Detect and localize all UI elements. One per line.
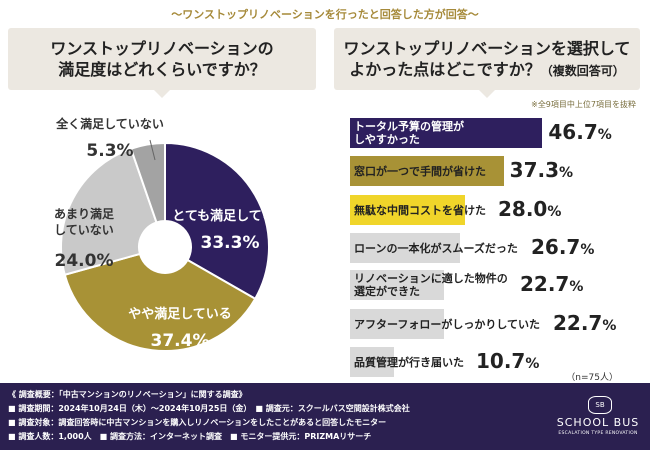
pie-label-not-satisfied-at-all: 全く満足していない: [55, 116, 164, 131]
pie-slice-somewhat-satisfied: [63, 252, 257, 352]
right-title-suffix: （複数回答可）: [540, 64, 625, 78]
bar-value: 10.7%: [476, 349, 539, 373]
bar-fill: [350, 347, 395, 377]
right-title-line1: ワンストップリノベーションを選択して: [343, 39, 631, 58]
left-title-line2: 満足度はどれくらいですか？: [58, 60, 266, 79]
bar-value: 37.3%: [510, 158, 573, 182]
chart-note: ※全9項目中上位7項目を抜粋: [531, 100, 636, 109]
bar-value-percent: %: [602, 318, 617, 334]
bar-value-percent: %: [580, 242, 595, 258]
pie-label-very-satisfied: とても満足している: [172, 208, 288, 224]
bar-value: 22.7%: [553, 311, 616, 335]
footer-line-4: ■ 調査人数：1,000人 ■ 調査方法：インターネット調査 ■ モニター提供元…: [8, 432, 372, 441]
bar-fill: [350, 309, 444, 339]
pie-slice-very-satisfied: [164, 141, 270, 301]
top-caption: 〜ワンストップリノベーションを行ったと回答した方が回答〜: [171, 8, 479, 21]
bar-fill: [350, 270, 444, 300]
left-title-pointer: [153, 89, 171, 98]
pie-slice-not-very-satisfied: [60, 147, 158, 276]
right-panel-title: ワンストップリノベーションを選択して よかった点はどこですか？（複数回答可）: [334, 28, 640, 98]
pie-value-not-satisfied-at-all: 5.3%: [86, 141, 133, 161]
bar-value: 22.7%: [520, 272, 583, 296]
bar-value-number: 10.7: [476, 349, 526, 373]
bar-value-number: 37.3: [509, 158, 560, 182]
bar-label: 無駄な中間コストを省けた: [354, 203, 486, 217]
pie-label-leader-line: [149, 139, 156, 161]
bar-value: 26.7%: [531, 235, 594, 259]
pie-value-somewhat-satisfied: 37.4%: [151, 331, 210, 351]
pie-label-not-very-satisfied: あまり満足: [54, 206, 114, 221]
pie-label-not-very-satisfied: していない: [54, 223, 114, 237]
bar-value-number: 46.7: [548, 120, 598, 144]
bar-fill: [350, 118, 543, 148]
bar-label: リノベーションに適した物件の 選定ができた: [354, 272, 508, 298]
bar-value-number: 26.7: [531, 235, 581, 259]
bar-value-percent: %: [547, 204, 562, 220]
pie-value-very-satisfied: 33.3%: [201, 233, 260, 253]
bar-value: 46.7%: [548, 120, 611, 144]
survey-footer: 《 調査概要：「中古マンションのリノベーション」に関する調査》 ■ 調査期間：2…: [0, 383, 650, 450]
footer-line-2: ■ 調査期間：2024年10月24日（木）〜2024年10月25日（金） ■ 調…: [8, 404, 410, 413]
pie-value-not-very-satisfied: 24.0%: [55, 251, 114, 271]
bar-label: ローンの一本化がスムーズだった: [354, 241, 518, 255]
bar-value-number: 22.7: [520, 272, 570, 296]
right-title-line2: よかった点はどこですか？: [349, 60, 541, 79]
bar-fill: [350, 156, 504, 186]
left-title-line1: ワンストップリノベーションの: [50, 39, 274, 58]
logo-text: SCHOOL BUS: [556, 416, 640, 429]
bar-value-percent: %: [559, 165, 574, 181]
footer-line-1: 《 調査概要：「中古マンションのリノベーション」に関する調査》: [8, 390, 247, 399]
bar-label: アフターフォローがしっかりしていた: [354, 317, 541, 331]
bar-value-percent: %: [597, 127, 612, 143]
pie-slice-not-satisfied-at-all: [129, 141, 166, 224]
bar-fill: [350, 195, 466, 225]
bar-value-percent: %: [525, 356, 540, 372]
pie-label-somewhat-satisfied: やや満足している: [128, 306, 232, 322]
bar-value-number: 22.7: [553, 311, 603, 335]
school-bus-logo-icon: SB: [588, 396, 612, 414]
bar-value-percent: %: [569, 279, 584, 295]
sample-size-label: （n=75人）: [566, 373, 618, 383]
right-title-pointer: [478, 89, 496, 98]
footer-line-3: ■ 調査対象：調査回答時に中古マンションを購入しリノベーションをしたことがあると…: [8, 418, 387, 427]
logo-subtext: ESCALATION TYPE RENOVATION: [558, 431, 638, 436]
bar-value-number: 28.0: [498, 197, 548, 221]
bar-label: 品質管理が行き届いた: [354, 355, 464, 369]
left-panel-title: ワンストップリノベーションの 満足度はどれくらいですか？: [8, 28, 316, 98]
bar-fill: [350, 233, 460, 263]
bar-value: 28.0%: [498, 197, 561, 221]
bar-label: トータル予算の管理が しやすかった: [354, 120, 464, 146]
bar-label: 窓口が一つで手間が省けた: [354, 164, 486, 178]
